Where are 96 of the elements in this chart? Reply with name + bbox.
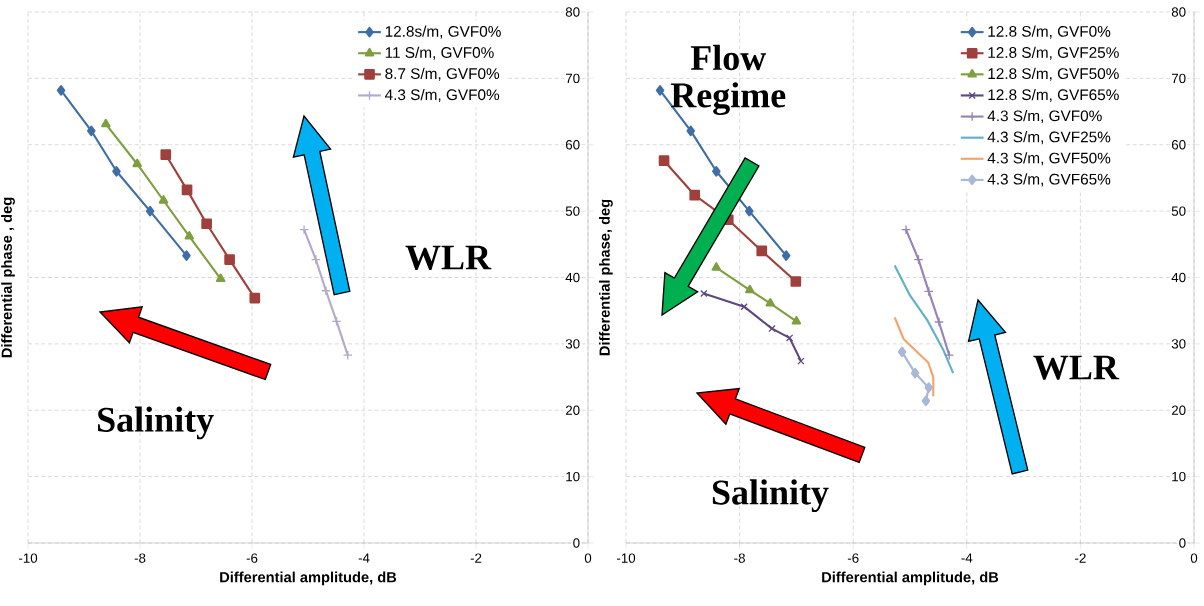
- point: [182, 250, 191, 261]
- y-tick-label: 80: [1171, 7, 1186, 17]
- line-series: [893, 264, 955, 375]
- point: [184, 231, 195, 240]
- y-tick-label: 30: [1171, 339, 1186, 349]
- y-tick-label: 40: [1171, 272, 1186, 283]
- point: [781, 250, 791, 261]
- point: [689, 189, 701, 201]
- y-tick-label: 10: [1172, 471, 1186, 482]
- annotation: WLR: [405, 245, 492, 270]
- point: [712, 165, 721, 177]
- y-tick-label: 20: [1171, 405, 1186, 415]
- point: [655, 84, 665, 96]
- point: [224, 254, 235, 265]
- annotation: Salinity: [712, 479, 829, 513]
- y-tick-label: 70: [1171, 73, 1186, 84]
- point: [87, 125, 96, 137]
- y-tick-label: 0: [573, 538, 580, 548]
- annotation: Salinity: [98, 406, 214, 440]
- legend-label: 4.3 S/m, GVF0%: [987, 110, 1102, 124]
- point: [924, 382, 934, 394]
- y-tick-label: 0: [1179, 538, 1186, 548]
- point: [745, 284, 755, 294]
- point: [320, 285, 331, 296]
- x-tick-label: -6: [847, 553, 859, 563]
- point: [342, 350, 353, 361]
- point: [790, 276, 802, 287]
- point: [897, 346, 907, 358]
- x-tick-label: -10: [616, 553, 636, 563]
- x-tick-label: -2: [1075, 553, 1086, 563]
- legend-label: 4.3 S/m, GVF65%: [987, 173, 1111, 187]
- point: [56, 84, 66, 96]
- legend-label: 12.8 S/m, GVF65%: [988, 88, 1119, 102]
- point: [768, 324, 776, 333]
- point: [791, 315, 802, 325]
- legend-label: 8.7 S/m, GVF0%: [385, 67, 500, 81]
- point: [160, 149, 172, 161]
- point: [310, 254, 321, 265]
- x-axis-title: Differential amplitude, dB: [220, 571, 397, 586]
- point: [158, 195, 169, 204]
- point: [740, 303, 748, 311]
- point: [299, 224, 310, 235]
- x-tick-label: -2: [470, 553, 482, 563]
- legend-label: 4.3 S/m, GVF25%: [987, 131, 1111, 145]
- legend-label: 12.8 S/m, GVF0%: [988, 25, 1111, 39]
- point: [658, 155, 670, 167]
- point: [901, 224, 911, 235]
- x-tick-label: -4: [961, 553, 973, 563]
- point: [101, 118, 111, 128]
- legend-label: 12.8 S/m, GVF50%: [988, 67, 1119, 81]
- y-tick-label: 40: [565, 272, 580, 283]
- legend-label: 4.3 S/m, GVF0%: [384, 88, 500, 102]
- point: [944, 350, 955, 361]
- legend-label: 12.8s/m, GVF0%: [385, 25, 501, 39]
- point: [700, 289, 708, 298]
- point: [711, 262, 722, 271]
- point: [744, 205, 754, 217]
- legend-label: 4.3 S/m, GVF50%: [987, 152, 1111, 166]
- point: [201, 218, 212, 230]
- y-axis-title: Differential phase , deg: [1, 197, 15, 358]
- y-tick-label: 80: [565, 7, 580, 17]
- point: [910, 367, 920, 379]
- y-tick-label: 60: [565, 140, 580, 150]
- point: [215, 273, 226, 283]
- x-tick-label: -10: [18, 553, 38, 563]
- point: [765, 298, 776, 307]
- point: [934, 317, 944, 327]
- point: [249, 292, 261, 304]
- point: [921, 395, 931, 407]
- y-axis-title: Differential phase, deg: [599, 199, 613, 356]
- point: [145, 205, 155, 217]
- annotation: WLR: [1033, 355, 1120, 380]
- y-tick-label: 70: [565, 73, 580, 84]
- legend-label: 12.8 S/m, GVF25%: [988, 46, 1119, 60]
- x-tick-label: -8: [734, 553, 745, 563]
- point: [785, 334, 794, 342]
- y-tick-label: 60: [1171, 140, 1186, 150]
- line-series: [893, 316, 935, 398]
- y-tick-label: 10: [566, 471, 580, 482]
- point: [686, 125, 696, 137]
- y-tick-label: 50: [565, 206, 580, 216]
- y-tick-label: 30: [565, 339, 580, 349]
- x-tick-label: -6: [246, 553, 258, 563]
- point: [112, 165, 121, 177]
- x-tick-label: 0: [1190, 553, 1198, 563]
- legend-label: 11 S/m, GVF0%: [385, 46, 494, 60]
- point: [181, 184, 193, 196]
- x-tick-label: -8: [134, 553, 146, 563]
- y-tick-label: 50: [1171, 206, 1186, 216]
- point: [132, 158, 142, 168]
- x-tick-label: -4: [358, 553, 370, 563]
- y-tick-label: 20: [565, 405, 580, 415]
- annotation: Flow Regime: [670, 44, 786, 116]
- x-axis-title: Differential amplitude, dB: [822, 571, 999, 586]
- x-tick-label: 0: [584, 553, 592, 563]
- point: [756, 245, 768, 257]
